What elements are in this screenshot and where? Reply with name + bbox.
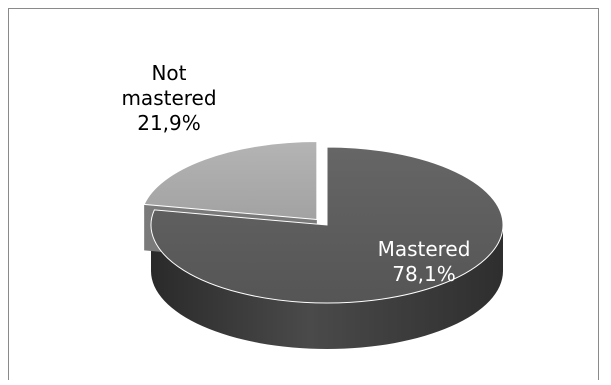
chart-frame: Mastered 78,1% Not mastered 21,9% — [8, 8, 599, 380]
slice-label-not-mastered: Not mastered 21,9% — [109, 61, 229, 136]
pie-chart — [143, 141, 504, 349]
slice-value-mastered: 78,1% — [392, 262, 456, 286]
slice-name-mastered: Mastered — [377, 237, 471, 261]
pie-slice-mastered — [150, 146, 504, 304]
slice-label-mastered: Mastered 78,1% — [354, 237, 494, 287]
pie-slice-side-0 — [151, 225, 503, 349]
slice-name-not-mastered: Not mastered — [121, 61, 217, 110]
slice-value-not-mastered: 21,9% — [137, 111, 201, 135]
pie-slice-not-mastered — [143, 141, 318, 221]
